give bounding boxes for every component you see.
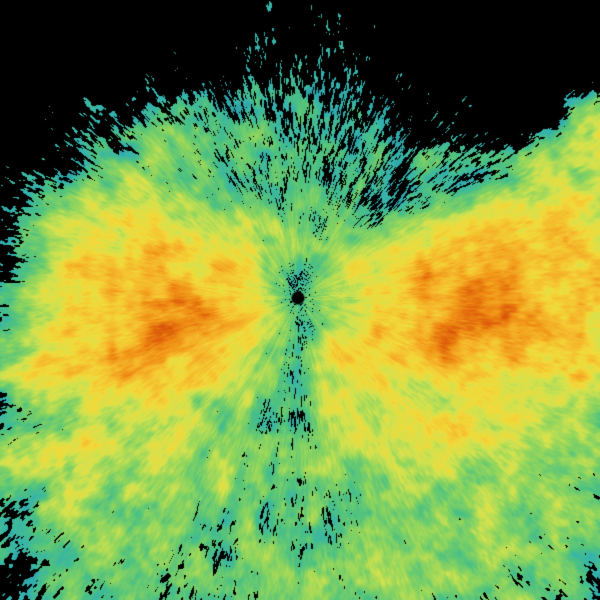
radar-heatmap-canvas <box>0 0 600 600</box>
radar-scan-image <box>0 0 600 600</box>
